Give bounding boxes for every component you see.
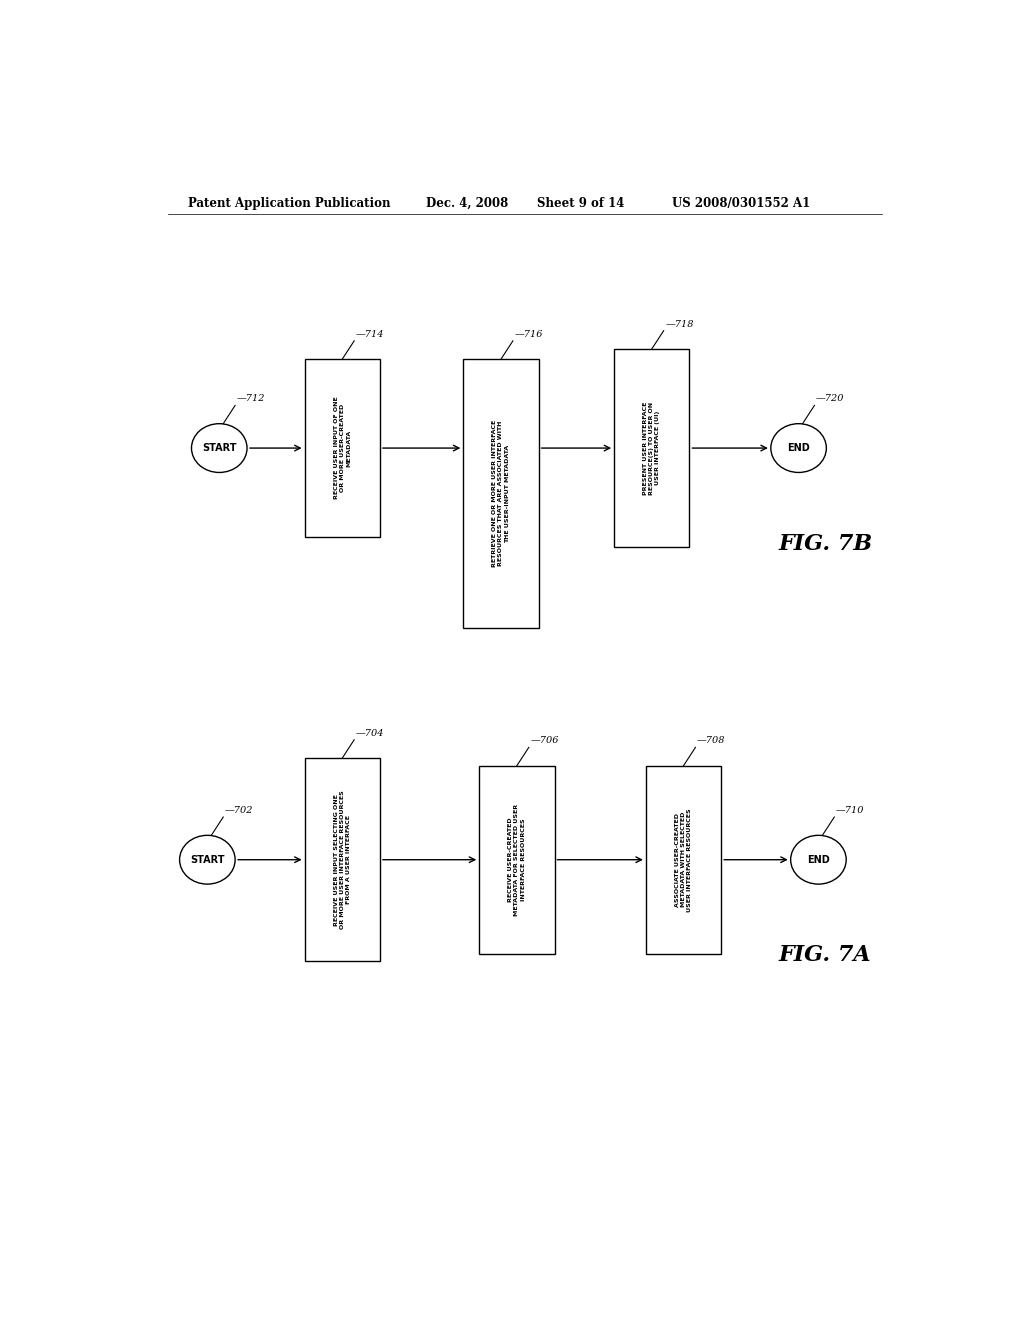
Text: PRESENT USER INTERFACE
RESOURCE(S) TO USER ON
USER INTERFACE (UI): PRESENT USER INTERFACE RESOURCE(S) TO US… <box>643 401 660 495</box>
Bar <box>614 348 689 548</box>
Text: —706: —706 <box>530 737 559 746</box>
Text: —714: —714 <box>355 330 384 339</box>
Text: —704: —704 <box>355 729 384 738</box>
Text: —702: —702 <box>225 807 253 814</box>
Text: RETRIEVE ONE OR MORE USER INTERFACE
RESOURCES THAT ARE ASSOCIATED WITH
THE USER-: RETRIEVE ONE OR MORE USER INTERFACE RESO… <box>493 420 510 568</box>
Text: —712: —712 <box>237 395 265 404</box>
Text: —710: —710 <box>836 807 864 814</box>
Text: Dec. 4, 2008: Dec. 4, 2008 <box>426 197 508 210</box>
Bar <box>304 359 380 537</box>
Text: —716: —716 <box>514 330 543 339</box>
Text: END: END <box>807 855 829 865</box>
Text: —708: —708 <box>697 737 726 746</box>
Text: END: END <box>787 444 810 453</box>
Text: START: START <box>202 444 237 453</box>
Text: RECEIVE USER-CREATED
METADATA FOR SELECTED USER
INTERFACE RESOURCES: RECEIVE USER-CREATED METADATA FOR SELECT… <box>508 804 525 916</box>
Bar <box>463 359 539 628</box>
Text: —718: —718 <box>666 319 694 329</box>
Text: FIG. 7A: FIG. 7A <box>778 944 871 966</box>
Text: RECEIVE USER INPUT SELECTING ONE
OR MORE USER INTERFACE RESOURCES
FROM A USER IN: RECEIVE USER INPUT SELECTING ONE OR MORE… <box>334 791 351 929</box>
Bar <box>304 758 380 961</box>
Text: ASSOCIATE USER-CREATED
METADATA WITH SELECTED
USER INTERFACE RESOURCES: ASSOCIATE USER-CREATED METADATA WITH SEL… <box>675 808 692 912</box>
Bar <box>479 766 555 954</box>
Text: FIG. 7B: FIG. 7B <box>778 533 872 554</box>
Bar <box>646 766 721 954</box>
Text: Patent Application Publication: Patent Application Publication <box>187 197 390 210</box>
Text: Sheet 9 of 14: Sheet 9 of 14 <box>537 197 624 210</box>
Text: —720: —720 <box>816 395 845 404</box>
Text: US 2008/0301552 A1: US 2008/0301552 A1 <box>672 197 810 210</box>
Text: RECEIVE USER INPUT OF ONE
OR MORE USER-CREATED
METADATA: RECEIVE USER INPUT OF ONE OR MORE USER-C… <box>334 397 351 499</box>
Text: START: START <box>190 855 224 865</box>
